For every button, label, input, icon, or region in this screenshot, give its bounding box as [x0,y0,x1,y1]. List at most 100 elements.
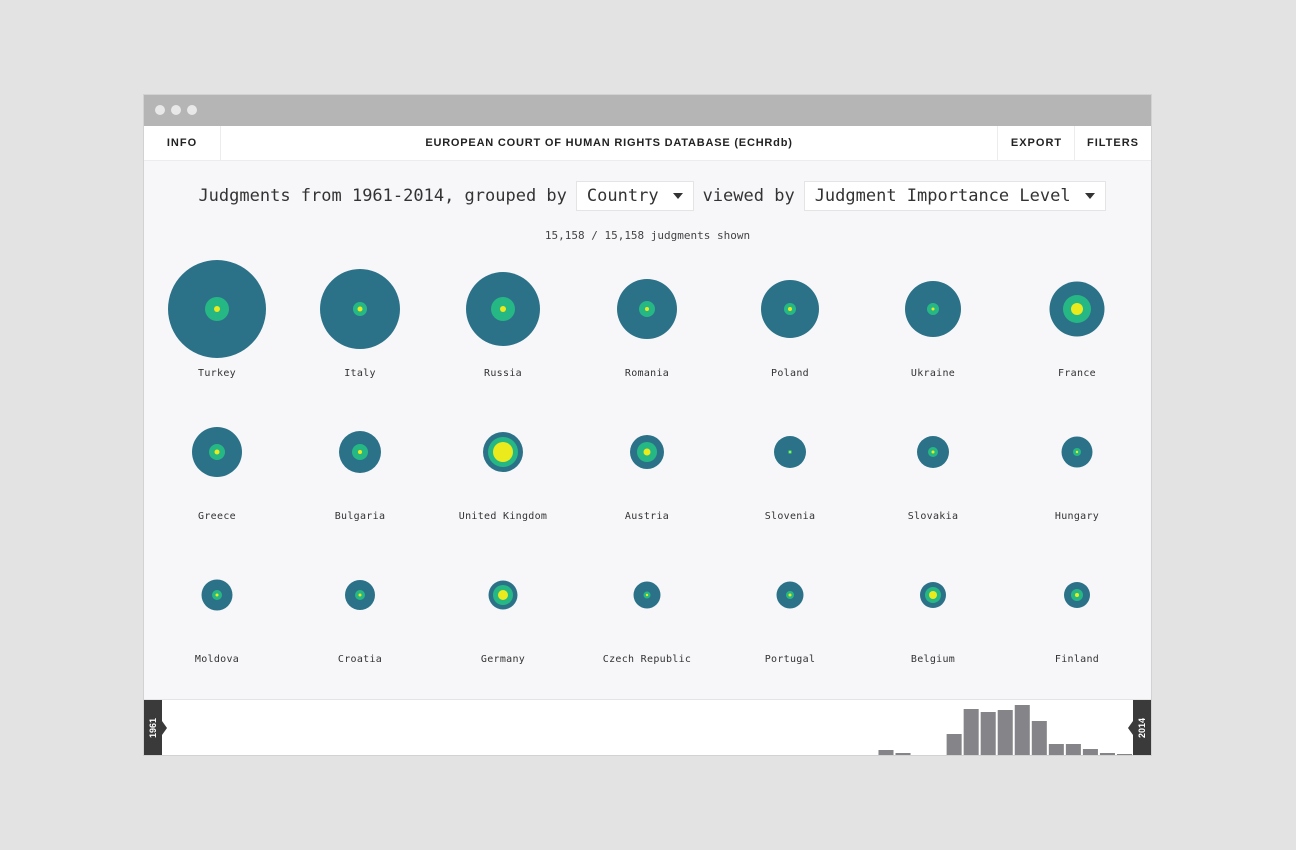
country-bubble[interactable]: Russia [433,254,573,384]
bubble-chart [633,581,661,609]
country-bubble[interactable]: Slovenia [720,397,860,527]
histogram-chart [878,705,1132,755]
bubble-inner-ring [358,593,362,597]
country-label: United Kingdom [458,511,548,522]
country-label: Portugal [764,654,816,665]
bubble-inner-ring [645,593,649,597]
country-bubble[interactable]: Greece [147,397,287,527]
bubble-inner-ring [493,442,513,462]
histogram-bar [1099,753,1115,755]
histogram-bar [946,734,962,755]
bubble-chart [1049,281,1105,337]
country-label: Finland [1054,654,1100,665]
minimize-dot[interactable] [171,105,181,115]
bubble-chart [483,432,523,472]
export-button[interactable]: EXPORT [997,126,1075,161]
country-bubble[interactable]: Finland [1007,540,1147,670]
country-label: Austria [624,511,670,522]
bubble-inner-ring [789,451,791,453]
country-label: Belgium [910,654,956,665]
top-navbar: INFO EUROPEAN COURT OF HUMAN RIGHTS DATA… [144,126,1151,161]
histogram-bar [878,750,894,755]
country-label: Bulgaria [334,511,386,522]
timeline-start-handle[interactable]: 1961 [144,700,167,755]
country-bubble[interactable]: Germany [433,540,573,670]
histogram-bar [1014,705,1030,755]
histogram-bar [980,712,996,755]
bubble-chart [192,427,242,477]
country-label: Slovakia [907,511,959,522]
end-year-label: 2014 [1137,717,1147,739]
country-label: Romania [624,368,670,379]
filters-button[interactable]: FILTERS [1074,126,1151,161]
country-label: Italy [344,368,376,379]
start-year-label: 1961 [148,717,158,739]
view-by-dropdown[interactable]: Judgment Importance Level [803,181,1106,211]
bubble-inner-ring [357,306,363,312]
bubble-chart [201,579,233,611]
browser-window: INFO EUROPEAN COURT OF HUMAN RIGHTS DATA… [144,95,1151,755]
info-button[interactable]: INFO [144,126,221,161]
country-label: France [1058,368,1096,379]
histogram-bar [1048,744,1064,755]
country-label: Hungary [1054,511,1100,522]
country-bubble[interactable]: Bulgaria [290,397,430,527]
query-middle-text: viewed by [702,186,795,206]
maximize-dot[interactable] [187,105,197,115]
group-by-dropdown[interactable]: Country [575,181,694,211]
country-label: Greece [198,511,236,522]
handle-notch-icon [1128,721,1133,735]
country-bubble[interactable]: Moldova [147,540,287,670]
caret-down-icon [672,193,683,199]
bubble-chart [488,580,518,610]
country-bubble[interactable]: United Kingdom [433,397,573,527]
country-bubble[interactable]: Ukraine [863,254,1003,384]
bubble-inner-ring [498,590,508,600]
bubble-inner-ring [929,591,937,599]
query-controls: Judgments from 1961-2014, grouped by Cou… [144,180,1151,212]
bubble-chart [776,581,804,609]
country-label: Slovenia [764,511,816,522]
window-titlebar [144,95,1151,126]
country-label: Czech Republic [602,654,692,665]
bubble-chart [920,582,946,608]
country-bubble[interactable]: Belgium [863,540,1003,670]
country-bubble[interactable]: Italy [290,254,430,384]
bubble-inner-ring [931,450,935,454]
timeline-histogram[interactable]: 1961 2014 [144,699,1151,755]
country-label: Turkey [198,368,236,379]
group-by-value: Country [586,186,659,206]
histogram-bar [1065,744,1081,755]
histogram-bar [963,709,979,755]
histogram-bar [1082,749,1098,755]
country-bubble[interactable]: Austria [577,397,717,527]
bubble-inner-ring [214,449,220,455]
country-bubble[interactable]: Czech Republic [577,540,717,670]
timeline-end-handle[interactable]: 2014 [1128,700,1151,755]
bubble-inner-ring [358,450,362,454]
country-bubble[interactable]: Hungary [1007,397,1147,527]
judgment-count: 15,158 / 15,158 judgments shown [544,229,751,242]
country-bubble[interactable]: Croatia [290,540,430,670]
bubble-chart [917,436,949,468]
bubble-inner-ring [788,593,792,597]
query-prefix-text: Judgments from 1961-2014, grouped by [198,186,567,206]
country-label: Germany [480,654,526,665]
bubble-inner-ring [643,448,651,456]
country-bubble[interactable]: Romania [577,254,717,384]
bubble-inner-ring [931,307,935,311]
bubble-inner-ring [788,307,792,311]
bubble-chart [320,269,400,349]
country-bubble[interactable]: Turkey [147,254,287,384]
country-bubble[interactable]: Poland [720,254,860,384]
country-bubble[interactable]: France [1007,254,1147,384]
country-label: Moldova [194,654,240,665]
view-by-value: Judgment Importance Level [814,186,1071,206]
close-dot[interactable] [155,105,165,115]
bubble-inner-ring [214,306,220,312]
country-bubble[interactable]: Portugal [720,540,860,670]
country-bubble[interactable]: Slovakia [863,397,1003,527]
histogram-bar [895,753,911,755]
bubble-chart [1061,436,1093,468]
bubble-chart [345,580,375,610]
